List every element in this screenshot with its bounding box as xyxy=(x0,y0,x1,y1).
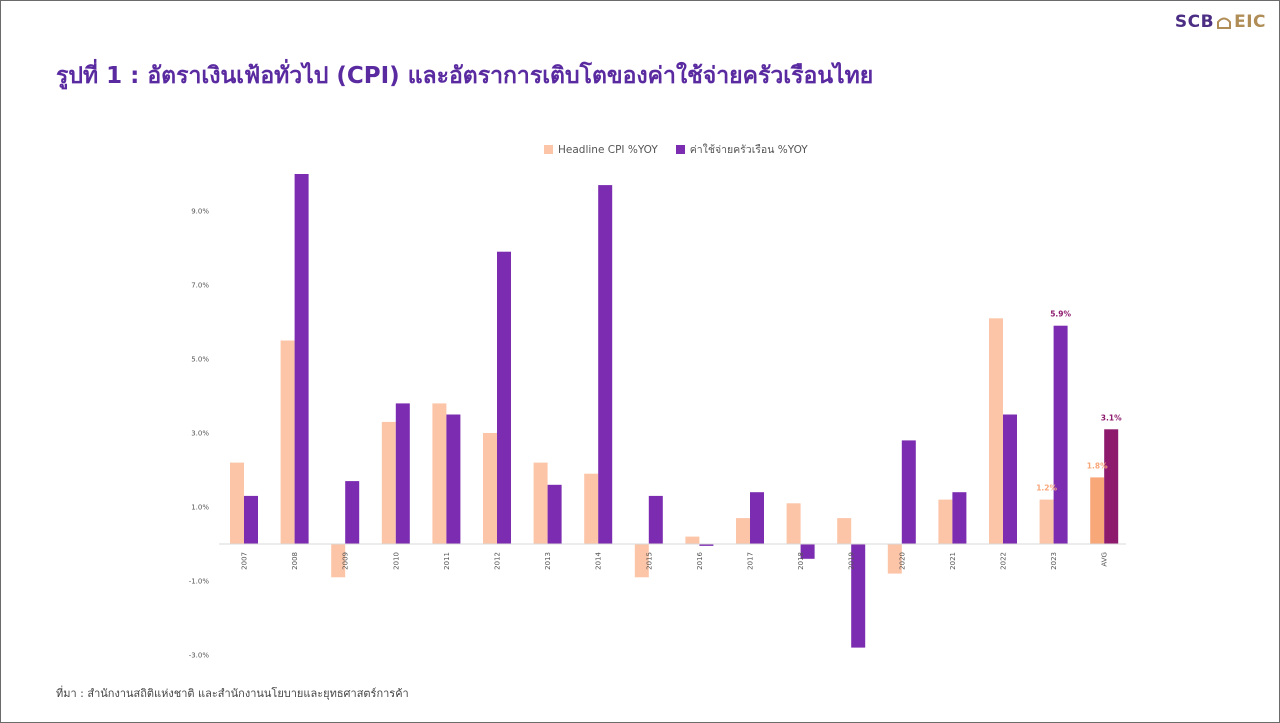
bar-cpi xyxy=(837,518,852,544)
bar-cpi xyxy=(887,544,902,574)
bar-cpi xyxy=(1090,477,1105,544)
legend-item-cpi: Headline CPI %YOY xyxy=(544,144,658,156)
x-tick-label: 2021 xyxy=(949,552,957,570)
bar-household-spending xyxy=(952,492,967,544)
bar-cpi xyxy=(634,544,649,578)
data-label: 1.8% xyxy=(1087,461,1108,470)
x-tick-label: 2007 xyxy=(241,552,249,570)
source-note: ที่มา : สำนักงานสถิติแห่งชาติ และสำนักงา… xyxy=(56,687,409,700)
y-tick-label: 1.0% xyxy=(191,504,209,512)
bar-household-spending xyxy=(699,544,714,546)
x-tick-label: 2010 xyxy=(392,552,400,570)
bar-household-spending xyxy=(901,440,916,544)
bar-household-spending xyxy=(1104,429,1119,544)
bar-household-spending xyxy=(294,174,309,544)
data-label: 3.1% xyxy=(1101,413,1122,422)
x-tick-label: 2018 xyxy=(797,552,805,570)
bar-household-spending xyxy=(598,185,613,544)
bar-cpi xyxy=(280,340,295,544)
bar-cpi xyxy=(1039,499,1054,544)
bar-cpi xyxy=(533,462,548,544)
x-tick-label: 2019 xyxy=(848,552,856,570)
logo-eic-text: EIC xyxy=(1234,12,1266,32)
bar-cpi xyxy=(989,318,1003,544)
x-tick-label: 2012 xyxy=(494,552,502,570)
logo-scb-text: SCB xyxy=(1174,12,1215,32)
y-tick-label: 9.0% xyxy=(191,208,209,216)
bar-cpi xyxy=(381,421,396,544)
bar-cpi xyxy=(483,433,497,544)
x-tick-label: 2008 xyxy=(291,552,299,570)
data-label: 5.9% xyxy=(1050,310,1071,319)
x-tick-label: 2011 xyxy=(443,552,451,570)
bar-household-spending xyxy=(446,414,461,544)
x-tick-label: 2015 xyxy=(645,552,653,570)
y-tick-label: -1.0% xyxy=(189,578,210,586)
x-tick-label: 2009 xyxy=(342,552,350,570)
bar-cpi xyxy=(432,403,447,544)
chart-legend: Headline CPI %YOY ค่าใช้จ่ายครัวเรือน %Y… xyxy=(544,141,808,158)
bar-cpi xyxy=(230,462,244,544)
y-tick-label: 7.0% xyxy=(191,282,209,290)
legend-swatch-spending xyxy=(675,145,685,154)
bar-household-spending xyxy=(395,403,410,544)
x-tick-label: 2020 xyxy=(898,552,906,570)
bar-household-spending xyxy=(345,481,360,544)
x-tick-label: 2016 xyxy=(696,551,704,569)
bar-household-spending xyxy=(1053,325,1068,544)
y-tick-label: 3.0% xyxy=(191,430,209,438)
bar-cpi xyxy=(331,544,346,578)
bar-household-spending xyxy=(1003,414,1017,544)
legend-label-spending: ค่าใช้จ่ายครัวเรือน %YOY xyxy=(689,144,808,156)
bar-cpi xyxy=(786,503,801,544)
x-tick-label: 2023 xyxy=(1050,552,1058,570)
bar-household-spending xyxy=(750,492,764,544)
bar-cpi xyxy=(584,473,599,544)
legend-label-cpi: Headline CPI %YOY xyxy=(558,143,658,156)
bar-household-spending xyxy=(244,495,258,544)
page-title: รูปที่ 1 : อัตราเงินเฟ้อทั่วไป (CPI) และ… xyxy=(56,63,874,89)
logo-emblem-icon xyxy=(1217,17,1232,29)
x-tick-label: 2013 xyxy=(544,552,552,570)
bar-household-spending xyxy=(851,544,866,648)
x-tick-label: 2014 xyxy=(595,551,603,569)
y-tick-label: -3.0% xyxy=(189,652,210,660)
x-tick-label: 2022 xyxy=(1000,552,1008,570)
bar-household-spending xyxy=(800,544,815,559)
bar-household-spending xyxy=(497,251,511,544)
x-tick-label: 2017 xyxy=(747,552,755,570)
x-tick-label: AVG xyxy=(1101,552,1109,567)
bar-household-spending xyxy=(648,495,663,544)
y-tick-label: 5.0% xyxy=(191,356,209,364)
bar-cpi xyxy=(685,536,700,544)
data-label: 1.2% xyxy=(1036,484,1057,493)
bar-household-spending xyxy=(547,484,562,544)
legend-item-spending: ค่าใช้จ่ายครัวเรือน %YOY xyxy=(675,141,808,158)
scb-eic-logo: SCB EIC xyxy=(1175,12,1266,32)
legend-swatch-cpi xyxy=(544,145,553,154)
bar-cpi xyxy=(736,518,750,544)
bar-cpi xyxy=(938,499,953,544)
